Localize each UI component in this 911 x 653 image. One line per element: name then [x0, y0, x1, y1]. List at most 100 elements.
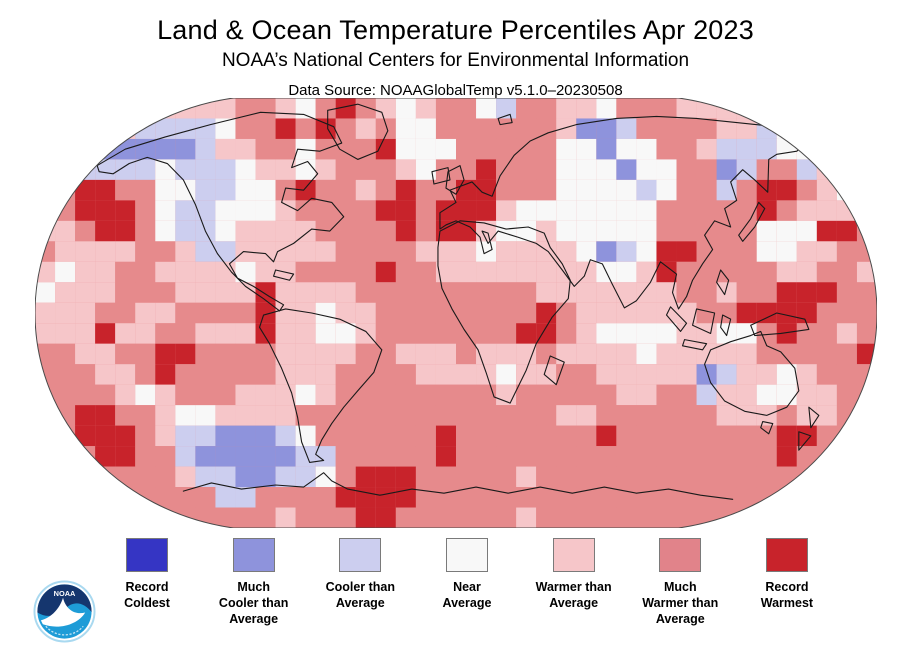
map-cell [395, 220, 416, 242]
map-cell [676, 343, 697, 365]
map-cell [596, 220, 617, 242]
map-cell [556, 384, 577, 406]
map-cell [536, 507, 557, 528]
map-cell [215, 118, 236, 139]
map-cell [275, 507, 296, 528]
map-cell [816, 220, 837, 242]
map-cell [836, 138, 857, 160]
map-cell [315, 405, 336, 426]
map-cell [676, 282, 697, 303]
map-cell [335, 98, 356, 119]
map-cell [576, 466, 597, 488]
map-cell [75, 466, 96, 488]
map-cell [536, 405, 557, 426]
map-cell [435, 384, 456, 406]
map-cell [696, 138, 717, 160]
map-cell [255, 323, 276, 344]
map-cell [395, 200, 416, 221]
map-cell [355, 241, 376, 262]
map-cell [195, 466, 216, 488]
map-cell [736, 282, 757, 303]
map-cell [556, 302, 577, 324]
map-cell [195, 364, 216, 385]
map-cell [295, 241, 316, 262]
map-cell [456, 302, 477, 324]
map-cell [355, 446, 376, 467]
map-cell [95, 425, 116, 447]
map-cell [636, 98, 657, 119]
map-cell [616, 384, 637, 406]
map-cell [456, 466, 477, 488]
map-cell [716, 200, 737, 221]
map-cell [275, 302, 296, 324]
map-cell [275, 118, 296, 139]
map-cell [255, 487, 276, 508]
map-cell [275, 241, 296, 262]
map-cell [395, 425, 416, 447]
map-cell [75, 118, 96, 139]
map-cell [616, 118, 637, 139]
map-cell [155, 241, 176, 262]
map-cell [616, 159, 637, 180]
map-cell [756, 466, 777, 488]
map-cell [295, 323, 316, 344]
map-cell [516, 343, 537, 365]
map-cell [776, 302, 797, 324]
map-cell [335, 159, 356, 180]
map-cell [656, 343, 677, 365]
map-cell [55, 282, 76, 303]
map-cell [556, 241, 577, 262]
map-cell [235, 118, 256, 139]
map-cell [756, 98, 777, 119]
map-cell [696, 405, 717, 426]
map-cell [295, 425, 316, 447]
map-cell [195, 343, 216, 365]
map-cell [536, 364, 557, 385]
map-cell [255, 179, 276, 201]
map-cell [636, 466, 657, 488]
map-cell [576, 241, 597, 262]
map-cell [75, 282, 96, 303]
map-cell [135, 364, 156, 385]
map-cell [856, 98, 877, 119]
map-cell [315, 179, 336, 201]
map-cell [295, 261, 316, 283]
map-cell [756, 384, 777, 406]
map-cell [435, 98, 456, 119]
map-cell [315, 159, 336, 180]
map-cell [215, 200, 236, 221]
map-cell [576, 179, 597, 201]
map-cell [435, 138, 456, 160]
map-cell [836, 220, 857, 242]
map-cell [195, 118, 216, 139]
map-cell [596, 446, 617, 467]
map-cell [816, 507, 837, 528]
map-cell [636, 446, 657, 467]
map-cell [35, 446, 56, 467]
map-cell [255, 261, 276, 283]
map-cell [636, 220, 657, 242]
map-cell [816, 364, 837, 385]
map-cell [476, 487, 497, 508]
map-cell [155, 118, 176, 139]
map-cell [395, 384, 416, 406]
map-cell [95, 405, 116, 426]
map-cell [676, 118, 697, 139]
map-cell [696, 343, 717, 365]
map-cell [355, 487, 376, 508]
map-cell [656, 425, 677, 447]
map-cell [696, 282, 717, 303]
map-cell [315, 282, 336, 303]
map-cell [155, 425, 176, 447]
legend-label: Warmer than Average [535, 580, 612, 610]
map-cell [415, 179, 436, 201]
coast-africa [437, 220, 571, 404]
map-cell [716, 159, 737, 180]
map-cell [355, 282, 376, 303]
map-cell [476, 405, 497, 426]
map-cell [135, 138, 156, 160]
map-cell [596, 241, 617, 262]
map-cell [295, 487, 316, 508]
map-cell [415, 261, 436, 283]
